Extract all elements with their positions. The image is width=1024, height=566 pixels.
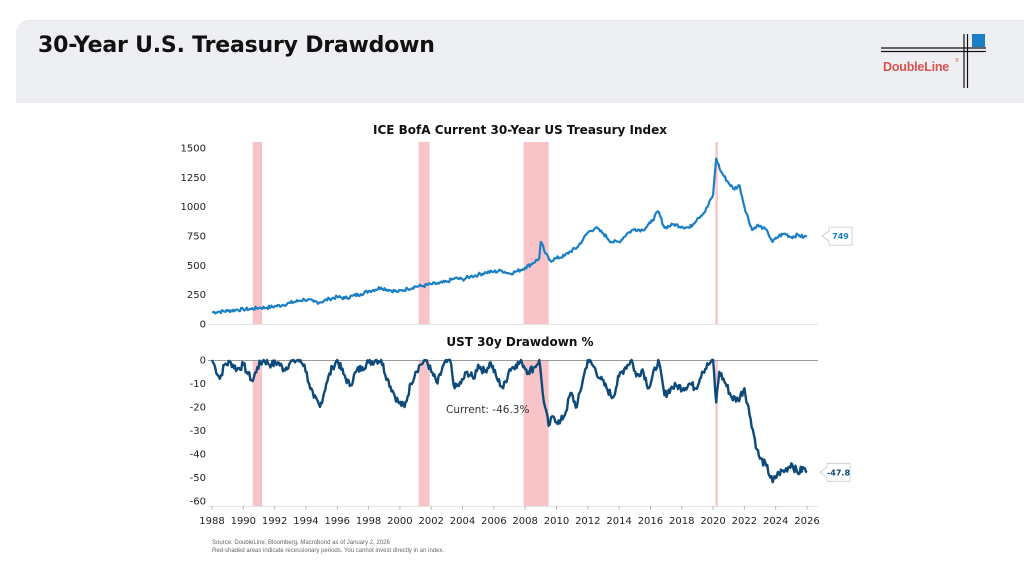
- drawdown-y-tick-label: -40: [190, 450, 206, 461]
- source-note: Source: DoubleLine, Bloomberg, Macrobond…: [212, 540, 390, 546]
- index-chart-title: ICE BofA Current 30-Year US Treasury Ind…: [373, 123, 667, 137]
- x-tick-label: 2008: [512, 516, 537, 527]
- recession-shade: [523, 142, 549, 324]
- drawdown-callout: -47.8: [819, 462, 851, 482]
- index-y-tick-label: 1250: [181, 173, 206, 184]
- drawdown-y-tick-label: -10: [190, 379, 206, 390]
- index-y-tick-label: 1000: [181, 202, 206, 213]
- logo-accent-square: [972, 34, 985, 47]
- callout-box: [821, 226, 853, 246]
- x-tick-label: 2012: [575, 516, 600, 527]
- index-chart: ICE BofA Current 30-Year US Treasury Ind…: [181, 123, 853, 331]
- callout-box: [819, 462, 851, 482]
- index-y-tick-label: 1500: [181, 144, 206, 155]
- x-tick-label: 2026: [794, 516, 819, 527]
- x-tick-label: 1998: [356, 516, 381, 527]
- recession-shade: [715, 360, 718, 507]
- x-tick-label: 2022: [732, 516, 757, 527]
- recession-shade: [252, 360, 263, 507]
- logo-text: DoubleLine: [883, 60, 950, 74]
- drawdown-y-tick-label: -60: [190, 497, 206, 508]
- drawdown-y-tick-label: -20: [190, 403, 206, 414]
- drawdown-y-tick-label: -50: [190, 473, 206, 484]
- index-line: [211, 157, 808, 315]
- x-tick-label: 2024: [763, 516, 788, 527]
- x-tick-label: 1992: [262, 516, 287, 527]
- recession-note: Red-shaded areas indicate recessionary p…: [212, 548, 445, 554]
- drawdown-chart-title: UST 30y Drawdown %: [446, 335, 593, 349]
- doubleline-logo: [881, 34, 986, 88]
- x-tick-label: 2010: [544, 516, 569, 527]
- x-tick-label: 2000: [387, 516, 412, 527]
- recession-shade: [715, 142, 718, 324]
- index-y-tick-label: 250: [187, 290, 206, 301]
- recession-shade: [252, 142, 263, 324]
- x-tick-label: 2018: [669, 516, 694, 527]
- recession-shade: [418, 142, 430, 324]
- x-tick-label: 2002: [418, 516, 443, 527]
- recession-shade: [523, 360, 549, 507]
- page-title: 30-Year U.S. Treasury Drawdown: [38, 33, 435, 58]
- index-y-tick-label: 500: [187, 261, 206, 272]
- recession-shade: [418, 360, 430, 507]
- header-panel: [16, 20, 1024, 103]
- footer: Source: DoubleLine, Bloomberg, Macrobond…: [212, 539, 444, 555]
- index-callout: 749: [821, 226, 853, 246]
- index-y-tick-label: 750: [187, 232, 206, 243]
- x-tick-label: 2020: [700, 516, 725, 527]
- x-tick-label: 1990: [231, 516, 256, 527]
- drawdown-line: [210, 358, 808, 484]
- drawdown-y-tick-label: -30: [190, 426, 206, 437]
- current-annotation: Current: -46.3%: [446, 404, 529, 416]
- x-tick-label: 2006: [481, 516, 506, 527]
- x-tick-label: 2016: [638, 516, 663, 527]
- drawdown-chart: UST 30y Drawdown % 0 -10 -20 -30 -40 -50 -60 1…: [190, 335, 851, 527]
- x-tick-label: 2014: [606, 516, 631, 527]
- x-tick-label: 1994: [293, 516, 318, 527]
- index-y-tick-label: 0: [200, 320, 206, 331]
- logo-registered-mark: ®: [955, 58, 959, 64]
- x-tick-label: 1996: [325, 516, 350, 527]
- x-tick-label: 2004: [450, 516, 475, 527]
- x-tick-label: 1988: [199, 516, 224, 527]
- callout-label: -47.8: [827, 468, 850, 477]
- callout-label: 749: [832, 232, 849, 241]
- drawdown-y-tick-label: 0: [200, 356, 206, 367]
